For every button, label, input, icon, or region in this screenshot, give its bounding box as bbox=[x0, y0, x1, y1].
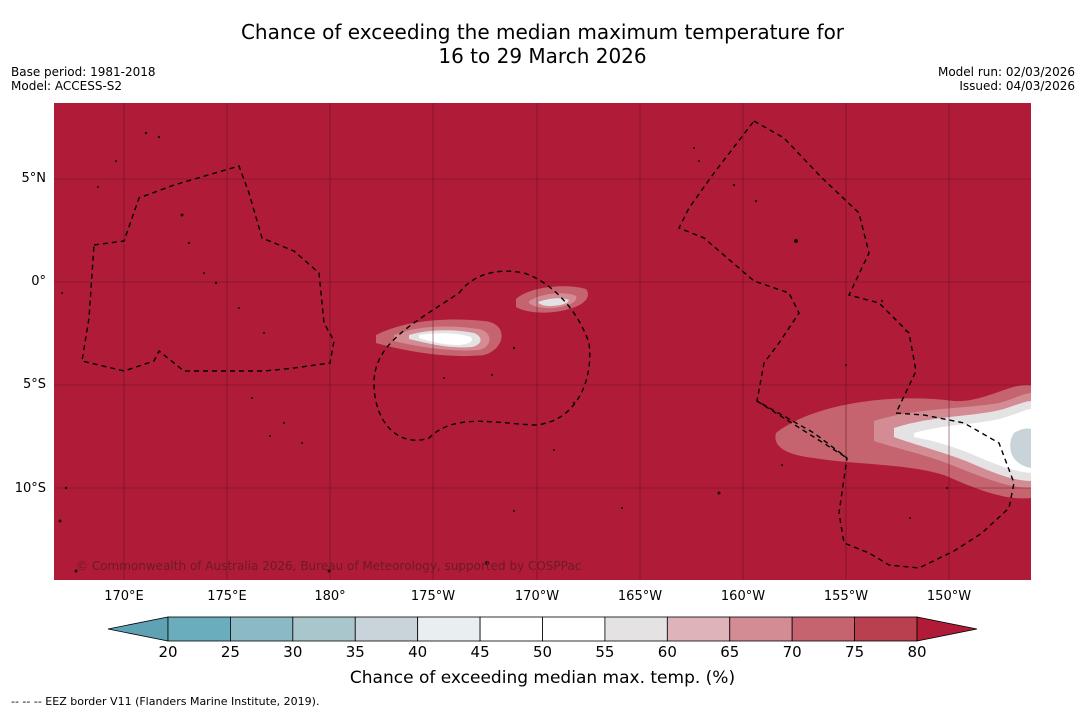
copyright-text: © Commonwealth of Australia 2026, Bureau… bbox=[76, 559, 581, 573]
colorbar-segment bbox=[542, 616, 606, 642]
eez-kiribati-phoenix bbox=[373, 270, 591, 441]
colorbar-tick-label: 65 bbox=[720, 643, 740, 661]
island-markers bbox=[58, 131, 948, 573]
map-title-line-2: 16 to 29 March 2026 bbox=[438, 44, 647, 68]
eez-kiribati-line bbox=[678, 120, 1015, 569]
colorbar-tick-label: 55 bbox=[595, 643, 615, 661]
colorbar-segment bbox=[666, 616, 731, 642]
colorbar-segment bbox=[292, 616, 356, 642]
colorbar-segments bbox=[107, 616, 978, 642]
colorbar-segment bbox=[417, 616, 481, 642]
colorbar-segment bbox=[479, 616, 543, 642]
colorbar-tick-label: 80 bbox=[907, 643, 927, 661]
colorbar-tick-label: 25 bbox=[220, 643, 240, 661]
y-tick-5s: 5°S bbox=[22, 377, 46, 392]
probability-field bbox=[54, 103, 1031, 580]
x-tick-150w: 150°W bbox=[926, 589, 972, 604]
anomaly-blob-center bbox=[516, 286, 589, 313]
colorbar-tick-label: 35 bbox=[345, 643, 365, 661]
y-tick-0: 0° bbox=[31, 274, 46, 289]
meta-left: Base period: 1981-2018 Model: ACCESS-S2 bbox=[11, 65, 156, 93]
model-run: Model run: 02/03/2026 bbox=[937, 65, 1075, 79]
colorbar-tick-label: 40 bbox=[408, 643, 428, 661]
colorbar-segment bbox=[604, 616, 668, 642]
y-tick-5n: 5°N bbox=[21, 171, 47, 186]
colorbar-extend-high bbox=[916, 616, 978, 642]
colorbar-label: Chance of exceeding median max. temp. (%… bbox=[349, 668, 736, 688]
colorbar-tick-label: 75 bbox=[845, 643, 865, 661]
colorbar-segment bbox=[791, 616, 855, 642]
eez-kiribati-gilbert bbox=[81, 165, 335, 372]
colorbar-tick-label: 30 bbox=[283, 643, 303, 661]
base-period: Base period: 1981-2018 bbox=[11, 65, 156, 79]
x-tick-170w: 170°W bbox=[514, 589, 560, 604]
anomaly-blob-east bbox=[775, 384, 1031, 499]
x-tick-170e: 170°E bbox=[104, 589, 144, 604]
eez-legend-footnote: -- -- -- EEZ border V11 (Flanders Marine… bbox=[11, 695, 320, 708]
colorbar-segment bbox=[230, 616, 294, 642]
colorbar-tick-label: 60 bbox=[657, 643, 677, 661]
issued-date: Issued: 04/03/2026 bbox=[959, 79, 1075, 93]
model-name: Model: ACCESS-S2 bbox=[11, 79, 123, 93]
colorbar-segment bbox=[167, 616, 231, 642]
y-tick-10s: 10°S bbox=[14, 481, 46, 496]
graticule bbox=[54, 103, 1031, 580]
x-tick-155w: 155°W bbox=[823, 589, 869, 604]
colorbar-tick-label: 50 bbox=[532, 643, 553, 661]
map-panel[interactable]: © Commonwealth of Australia 2026, Bureau… bbox=[54, 103, 1031, 580]
map-svg: © Commonwealth of Australia 2026, Bureau… bbox=[54, 103, 1031, 580]
x-tick-180: 180° bbox=[314, 589, 346, 604]
x-tick-175e: 175°E bbox=[207, 589, 247, 604]
colorbar-segment bbox=[354, 616, 419, 642]
colorbar-tick-label: 45 bbox=[470, 643, 490, 661]
colorbar-segment bbox=[854, 616, 918, 642]
colorbar-segment bbox=[729, 616, 793, 642]
x-tick-165w: 165°W bbox=[617, 589, 663, 604]
x-tick-175w: 175°W bbox=[410, 589, 456, 604]
colorbar-extend-low bbox=[107, 616, 169, 642]
colorbar-tick-label: 20 bbox=[158, 643, 178, 661]
eez-borders bbox=[81, 120, 1015, 569]
x-tick-160w: 160°W bbox=[720, 589, 766, 604]
colorbar-tick-label: 70 bbox=[782, 643, 802, 661]
map-title-line-1: Chance of exceeding the median maximum t… bbox=[240, 20, 845, 44]
meta-right: Model run: 02/03/2026 Issued: 04/03/2026 bbox=[938, 65, 1075, 93]
